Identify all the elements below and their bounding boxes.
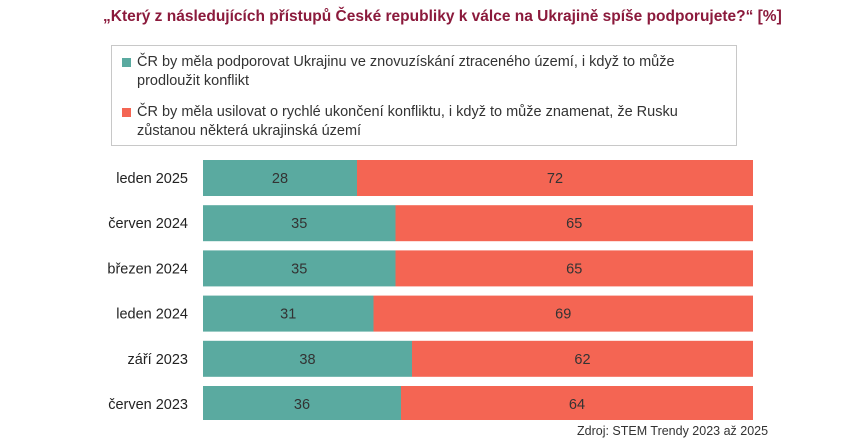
data-label-support-ukraine: 31 [280, 307, 296, 323]
bar-segment-support-ukraine [203, 250, 396, 287]
data-label-support-ukraine: 35 [291, 216, 307, 232]
bar-segment-support-ukraine [203, 340, 412, 377]
data-label-support-ukraine: 35 [291, 261, 307, 277]
legend-label-end-conflict: ČR by měla usilovat o rychlé ukončení ko… [137, 104, 678, 139]
data-label-end-conflict: 64 [569, 397, 585, 413]
bar-segment-support-ukraine [203, 205, 396, 242]
bar-segment-end-conflict [395, 205, 753, 242]
legend: ČR by měla podporovat Ukrajinu ve znovuz… [111, 45, 737, 146]
bar-segment-support-ukraine [203, 386, 401, 420]
category-label: červen 2024 [108, 216, 188, 232]
bar-segment-end-conflict [395, 250, 753, 287]
bar-segment-end-conflict [373, 295, 753, 332]
data-label-end-conflict: 62 [574, 352, 590, 368]
bar-segment-end-conflict [401, 386, 753, 420]
bar-segment-end-conflict [412, 340, 753, 377]
bar-segment-support-ukraine [203, 295, 374, 332]
bar-segment-end-conflict [357, 160, 753, 196]
data-label-end-conflict: 69 [555, 307, 571, 323]
legend-swatch-end-conflict [122, 108, 131, 117]
category-label: září 2023 [128, 352, 188, 368]
data-label-support-ukraine: 28 [272, 171, 288, 187]
chart-title: „Který z následujících přístupů České re… [103, 8, 782, 25]
stacked-bar-chart: leden 2025 28 72 červen 2024 35 65 březen 2024… [107, 160, 753, 420]
data-label-end-conflict: 65 [566, 216, 582, 232]
data-label-end-conflict: 72 [547, 171, 563, 187]
category-label: leden 2024 [116, 307, 188, 323]
bar-segment-support-ukraine [203, 160, 357, 196]
legend-swatch-support-ukraine [122, 58, 131, 67]
category-label: červen 2023 [108, 397, 188, 413]
data-label-support-ukraine: 38 [299, 352, 315, 368]
category-label: leden 2025 [116, 171, 188, 187]
legend-label-support-ukraine: ČR by měla podporovat Ukrajinu ve znovuz… [137, 54, 675, 89]
category-label: březen 2024 [107, 261, 188, 277]
data-label-end-conflict: 65 [566, 261, 582, 277]
source-note: Zdroj: STEM Trendy 2023 až 2025 [577, 424, 769, 438]
data-label-support-ukraine: 36 [294, 397, 310, 413]
